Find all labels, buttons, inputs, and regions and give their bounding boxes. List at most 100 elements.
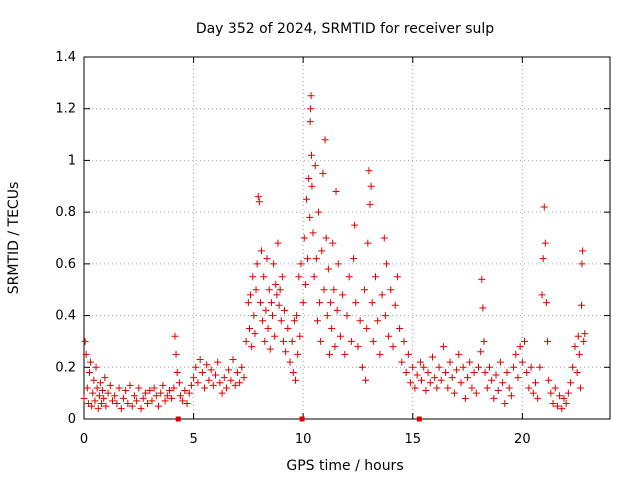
data-point [233, 368, 241, 376]
data-point [416, 358, 424, 366]
data-point [490, 394, 498, 402]
data-point [347, 337, 355, 345]
data-point [316, 299, 324, 307]
data-point [380, 234, 388, 242]
data-points [80, 92, 589, 422]
data-point [540, 203, 548, 211]
data-point [356, 317, 364, 325]
data-point [328, 325, 336, 332]
data-point [229, 356, 237, 364]
data-point [268, 312, 276, 320]
data-point [514, 374, 522, 382]
data-point [278, 273, 286, 281]
chart-title: Day 352 of 2024, SRMTID for receiver sul… [196, 21, 494, 37]
y-tick-label: 0.6 [55, 257, 76, 272]
data-point [411, 384, 419, 392]
data-point [251, 330, 259, 338]
data-point [101, 374, 109, 382]
data-point [325, 350, 333, 358]
data-point [466, 358, 474, 366]
data-point [556, 392, 564, 400]
data-point [387, 286, 395, 294]
data-point [579, 247, 587, 255]
data-point [306, 213, 314, 221]
data-point [227, 376, 235, 384]
y-tick-label: 1.2 [55, 102, 76, 117]
data-point [426, 379, 434, 387]
data-point [253, 260, 261, 268]
data-point [323, 312, 331, 320]
data-point [573, 368, 581, 376]
data-point [81, 337, 89, 345]
data-point [252, 286, 260, 294]
data-point [480, 337, 488, 345]
data-point [361, 286, 369, 294]
data-point [299, 299, 307, 307]
data-point [539, 255, 547, 263]
data-point [304, 255, 312, 263]
data-point [295, 273, 303, 281]
data-point [433, 384, 441, 392]
data-point [260, 273, 268, 281]
data-point [277, 317, 285, 325]
data-point [333, 306, 341, 314]
data-point [336, 332, 344, 340]
data-point [171, 332, 179, 340]
data-point [242, 337, 250, 345]
data-point [345, 273, 353, 281]
data-point [378, 291, 386, 299]
data-point [135, 384, 143, 392]
data-point [299, 416, 305, 422]
data-point [275, 301, 283, 309]
data-point [102, 402, 110, 410]
data-point [329, 239, 337, 247]
data-point [271, 332, 279, 340]
data-point [461, 394, 469, 402]
data-point [113, 399, 121, 407]
data-point [446, 358, 454, 366]
data-point [94, 405, 102, 413]
data-point [157, 389, 165, 397]
data-point [327, 299, 335, 307]
data-point [148, 397, 156, 405]
data-point [358, 363, 366, 371]
data-point [117, 405, 125, 413]
data-point [564, 389, 572, 397]
data-point [505, 384, 513, 392]
data-point [172, 350, 180, 358]
data-point [450, 389, 458, 397]
data-point [155, 402, 163, 410]
data-point [98, 399, 106, 407]
data-point [442, 368, 450, 376]
data-point [407, 379, 415, 387]
data-point [133, 397, 141, 405]
data-point [248, 343, 256, 351]
x-tick-label: 0 [80, 432, 88, 447]
data-point [92, 363, 100, 371]
data-point [507, 392, 515, 400]
data-point [296, 332, 304, 340]
data-point [334, 260, 342, 268]
data-point [122, 387, 130, 395]
data-point [512, 350, 520, 358]
data-point [137, 405, 145, 413]
data-point [170, 384, 178, 392]
data-point [322, 234, 330, 242]
data-point [578, 260, 586, 268]
data-point [437, 376, 445, 384]
data-point [225, 366, 233, 374]
data-point [431, 374, 439, 382]
x-tick-label: 15 [404, 432, 421, 447]
data-point [185, 389, 193, 397]
data-point [494, 387, 502, 395]
data-point [96, 379, 104, 387]
data-point [139, 394, 147, 402]
data-point [424, 368, 432, 376]
x-tick-label: 20 [514, 432, 531, 447]
axis-ticks: 0 0.2 0.4 0.6 0.8 1 1.2 1.4 0 5 10 15 20 [55, 50, 610, 447]
data-point [538, 291, 546, 299]
x-tick-label: 10 [295, 432, 312, 447]
x-axis-title: GPS time / hours [286, 458, 403, 474]
data-point [499, 379, 507, 387]
y-tick-label: 0.8 [55, 205, 76, 220]
